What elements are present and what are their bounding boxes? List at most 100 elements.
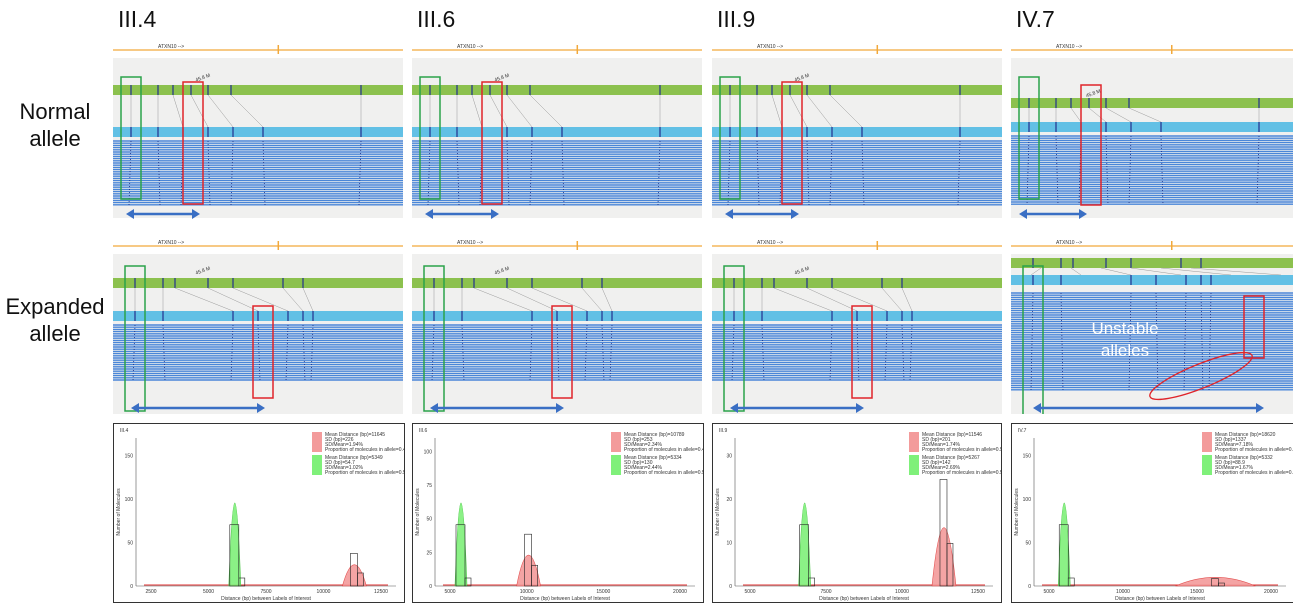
molecule-label-column (285, 324, 289, 382)
y-tick-label: 150 (125, 453, 134, 459)
x-tick-label: 10000 (895, 589, 909, 595)
y-tick-label: 100 (125, 497, 134, 503)
double-arrow (730, 403, 864, 413)
alignment-line (806, 287, 858, 312)
reference-map-bar (1011, 98, 1293, 108)
molecule-label-column (1208, 292, 1212, 392)
unstable-region-ellipse (1149, 351, 1253, 401)
arrow-head-right (556, 403, 564, 413)
position-label: 45.8 M (794, 73, 810, 84)
alignment-line (471, 94, 483, 128)
y-tick-label: 0 (130, 584, 133, 590)
alignment-line (901, 287, 913, 312)
histogram-iii-6: III.6 0 25 50 75 100 5000 10000 15000 20000 Distan… (412, 423, 704, 603)
y-axis-label: Number of Molecules (715, 488, 721, 536)
legend-red-text: Mean Distance (bp)=18620 (1215, 432, 1276, 438)
reference-map-bar (712, 85, 1002, 95)
red-label-box (1080, 84, 1102, 206)
molecule-label-column (1256, 135, 1260, 206)
legend-green-text: SD/Mean=1.67% (1215, 465, 1253, 471)
alignment-line (190, 94, 209, 128)
red-label-box (481, 81, 503, 205)
normal-allele-panel: ATXN10 --> 45.8 M (412, 40, 702, 218)
alignment-line (506, 94, 533, 128)
legend-red-text: SD/Mean=1.94% (325, 442, 363, 448)
alignment-line (831, 287, 888, 312)
normal-allele-panel: ATXN10 --> 45.8 M (712, 40, 1002, 218)
alignment-line (806, 94, 833, 128)
green-density-peak (798, 502, 811, 587)
molecule-label-column (1128, 135, 1132, 206)
x-tick-label: 7500 (260, 589, 271, 595)
molecule-label-column (584, 324, 588, 382)
x-axis-label: Distance (bp) between Labels of Interest (221, 596, 311, 602)
consensus-map-bar (113, 127, 403, 137)
alignment-line (1128, 107, 1162, 123)
alignment-line (529, 94, 563, 128)
legend-swatch-green (312, 455, 322, 475)
red-density-peak (931, 527, 957, 587)
alignment-line (207, 287, 259, 312)
y-tick-label: 50 (127, 540, 133, 546)
reference-map-bar (113, 278, 403, 288)
alignment-line (601, 287, 613, 312)
molecule-label-column (1030, 292, 1034, 392)
legend-green-text: Proportion of molecules in allele=0.59 (624, 470, 703, 476)
arrow-head-left (1033, 403, 1041, 413)
legend-red-text: Mean Distance (bp)=11645 (325, 432, 385, 438)
y-tick-label: 0 (429, 584, 432, 590)
gene-label: ATXN10 --> (158, 44, 184, 50)
molecule-label-column (132, 324, 136, 382)
legend-green-text: Proportion of molecules in allele=0.67 (1215, 470, 1293, 476)
molecule-label-column (431, 324, 435, 382)
alignment-line (174, 287, 234, 312)
alignment-line (829, 94, 863, 128)
x-axis-label: Distance (bp) between Labels of Interest (1115, 596, 1205, 602)
double-arrow (1019, 209, 1087, 219)
y-axis-label: Number of Molecules (116, 488, 122, 536)
column-title-iv7: IV.7 (1016, 6, 1055, 32)
red-label-box (851, 305, 873, 399)
consensus-map-bar (712, 127, 1002, 137)
x-tick-label: 10000 (520, 589, 534, 595)
molecule-label-column (609, 324, 613, 382)
legend-swatch-red (909, 432, 919, 452)
legend-green-text: Mean Distance (bp)=5334 (624, 455, 682, 461)
alignment-line (232, 287, 289, 312)
legend-red-text: SD/Mean=2.34% (624, 442, 662, 448)
unstable-alleles-label: Unstable alleles (1091, 319, 1159, 360)
legend-swatch-green (611, 455, 621, 475)
molecule-label-column (1055, 135, 1059, 206)
y-tick-label: 50 (1025, 540, 1031, 546)
reference-map-bar (1011, 258, 1293, 268)
double-arrow (430, 403, 564, 413)
arrow-head-left (430, 403, 438, 413)
histogram-iii-9: III.9 0 10 20 30 5000 7500 10000 12500 Distance (… (712, 423, 1002, 603)
column-title-iii4: III.4 (118, 6, 157, 32)
y-tick-label: 25 (426, 550, 432, 556)
red-label-box (781, 81, 803, 205)
legend-swatch-red (611, 432, 621, 452)
x-tick-label: 2500 (145, 589, 156, 595)
legend-red-text: SD/Mean=1.74% (922, 442, 960, 448)
green-label-box (419, 76, 441, 200)
histogram-bar (455, 524, 466, 587)
alignment-line (773, 287, 833, 312)
green-label-box (1018, 76, 1040, 200)
molecule-label-column (901, 324, 905, 382)
gene-label: ATXN10 --> (757, 44, 783, 50)
molecule-label-column (1160, 135, 1164, 206)
alignment-line (1088, 107, 1107, 123)
legend-green-text: SD (bp)=142 (922, 460, 951, 466)
alignment-line (1190, 267, 1282, 276)
x-tick-label: 20000 (673, 589, 687, 595)
molecule-label-column (884, 324, 888, 382)
arrow-head-right (856, 403, 864, 413)
reference-map-bar (412, 85, 702, 95)
y-axis-label: Number of Molecules (1014, 488, 1020, 536)
x-tick-label: 20000 (1264, 589, 1278, 595)
legend-swatch-red (312, 432, 322, 452)
alignment-line (531, 287, 588, 312)
x-tick-label: 5000 (1043, 589, 1054, 595)
histogram-bar (524, 533, 532, 587)
